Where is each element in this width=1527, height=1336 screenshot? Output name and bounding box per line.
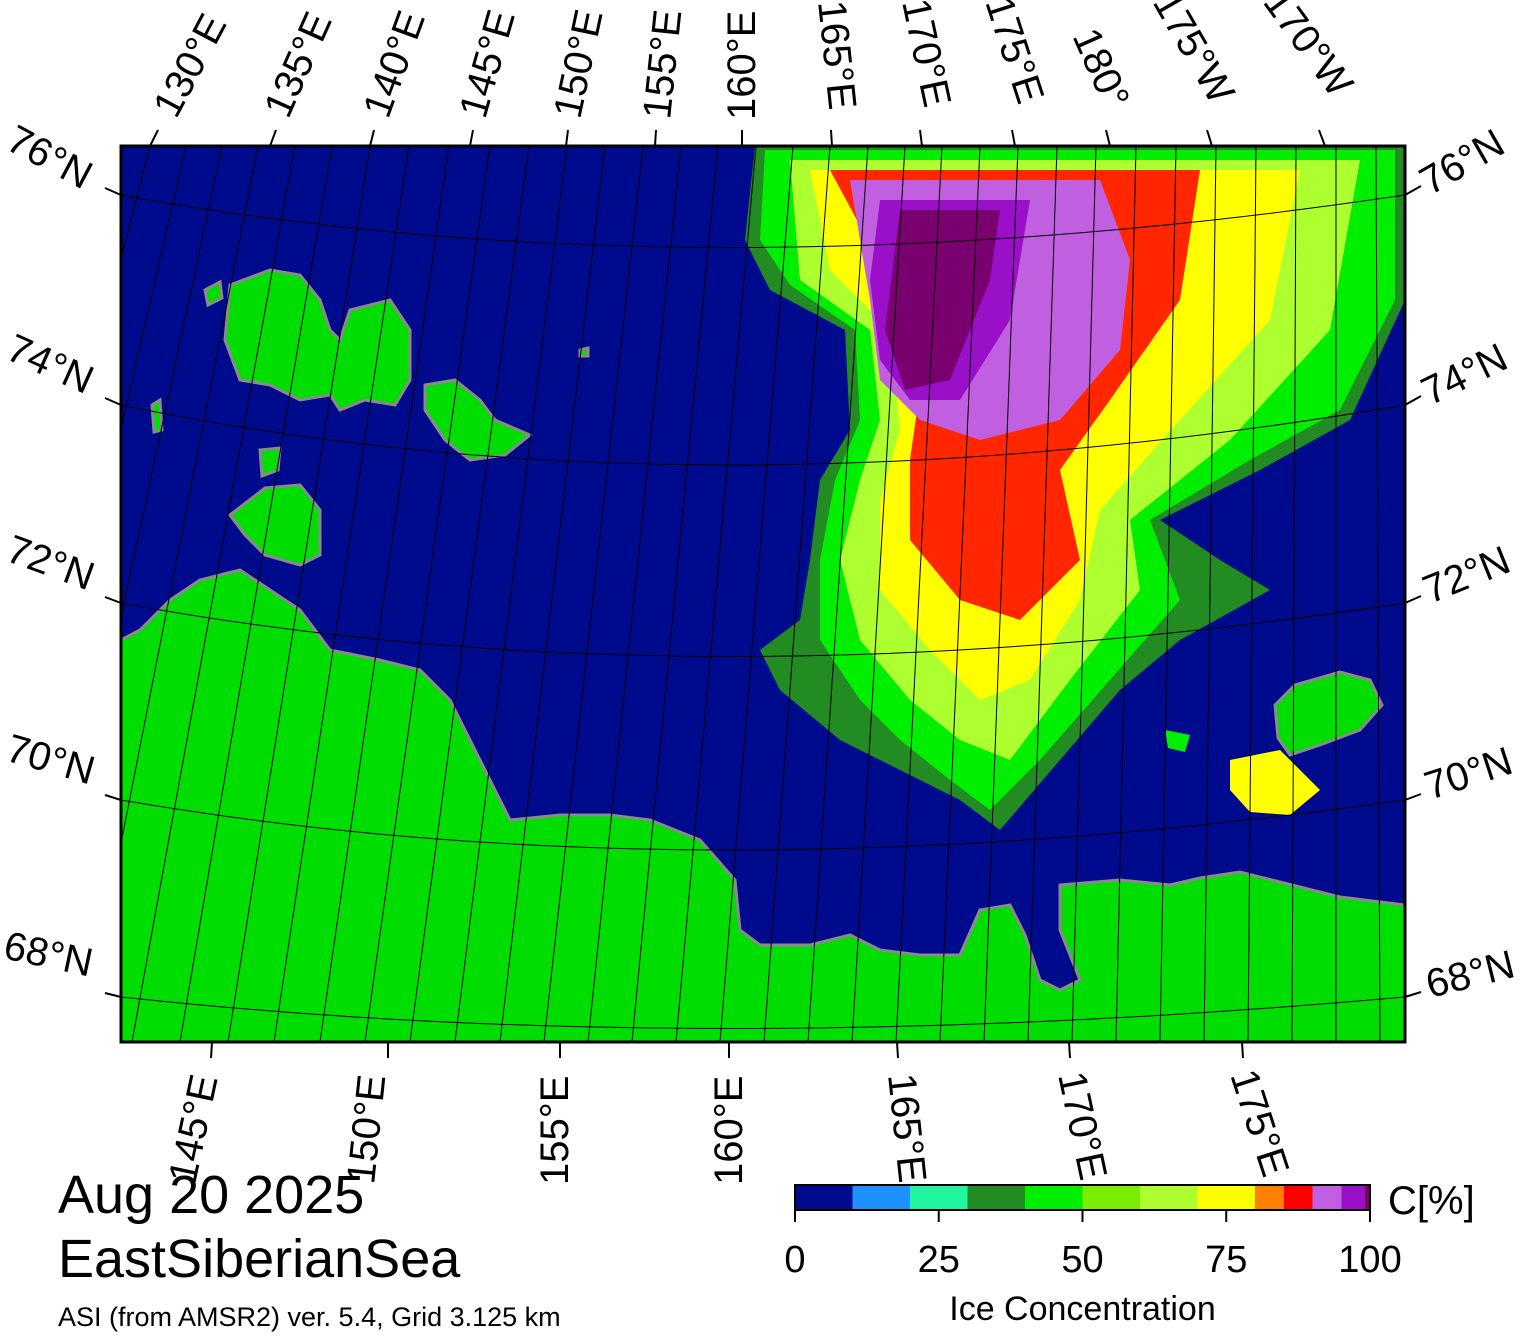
sea-ice-field xyxy=(745,146,1405,830)
left-lat-label: 74°N xyxy=(0,326,100,403)
kotelny-island xyxy=(223,268,412,412)
bottom-lon-label: 160°E xyxy=(707,1076,751,1185)
colorbar-tick-label: 25 xyxy=(918,1239,960,1281)
top-lon-label: 130°E xyxy=(145,7,235,124)
new-siberia-island xyxy=(423,378,533,462)
wrangel-island xyxy=(1273,670,1384,757)
land-masses xyxy=(121,268,1405,1042)
map-frame xyxy=(119,144,1407,1044)
colorbar-ticks xyxy=(794,1210,1371,1222)
top-longitude-labels: 130°E 135°E 140°E 145°E 150°E 155°E 160°… xyxy=(145,0,1361,124)
top-lon-label: 170°W xyxy=(1255,0,1362,105)
colorbar-cell xyxy=(1364,1185,1370,1210)
bottom-lon-label: 165°E xyxy=(879,1071,934,1184)
stolbovoy-island xyxy=(258,446,282,479)
siberian-mainland xyxy=(121,568,1405,1042)
top-lon-label: 175°W xyxy=(1144,0,1242,111)
top-lon-label: 150°E xyxy=(546,6,612,122)
latitude-lines xyxy=(121,194,1405,1029)
data-source: ASI (from AMSR2) ver. 5.4, Grid 3.125 km xyxy=(58,1302,561,1332)
top-lon-label: 140°E xyxy=(355,5,434,123)
colorbar-cell xyxy=(1255,1185,1284,1210)
right-lat-label: 72°N xyxy=(1417,538,1516,612)
left-lat-label: 72°N xyxy=(1,527,100,599)
region-name: EastSiberianSea xyxy=(58,1229,461,1289)
colorbar-cell xyxy=(1197,1185,1255,1210)
colorbar: 0 25 50 75 100 C[%] Ice Concentration xyxy=(784,1179,1474,1328)
top-lon-label: 180° xyxy=(1064,22,1138,115)
right-lat-label: 74°N xyxy=(1415,335,1515,414)
colorbar-cell xyxy=(910,1185,968,1210)
top-ticks xyxy=(149,129,1326,147)
longitude-lines xyxy=(121,146,1381,1042)
top-lon-label: 155°E xyxy=(635,8,690,121)
top-lon-label: 135°E xyxy=(256,6,341,124)
bottom-lon-label: 155°E xyxy=(533,1076,577,1185)
left-lat-label: 68°N xyxy=(0,924,97,986)
small-islet xyxy=(578,346,590,358)
side-ticks xyxy=(104,185,1422,998)
top-lon-label: 175°E xyxy=(976,0,1052,109)
left-lat-label: 76°N xyxy=(0,117,99,198)
bottom-lon-label: 170°E xyxy=(1049,1068,1115,1184)
colorbar-cell xyxy=(1082,1185,1140,1210)
colorbar-tick-label: 75 xyxy=(1205,1239,1247,1281)
bottom-lon-label: 175°E xyxy=(1221,1064,1297,1182)
bolshoy-lyakhovsky-island xyxy=(227,483,322,567)
colorbar-cell xyxy=(1341,1185,1365,1210)
map-date: Aug 20 2025 xyxy=(58,1165,365,1225)
top-lon-label: 160°E xyxy=(720,11,764,120)
bennett-island xyxy=(203,279,224,308)
right-latitude-labels: 76°N 74°N 72°N 70°N 68°N xyxy=(1413,121,1519,1007)
top-lon-label: 145°E xyxy=(451,5,523,122)
small-island xyxy=(150,397,164,434)
bottom-ticks xyxy=(210,1041,1244,1059)
right-lat-label: 76°N xyxy=(1413,121,1512,204)
colorbar-cell xyxy=(852,1185,910,1210)
colorbar-cells xyxy=(795,1185,1370,1210)
colorbar-cell xyxy=(795,1185,853,1210)
right-lat-label: 68°N xyxy=(1422,942,1519,1006)
colorbar-cell xyxy=(1140,1185,1198,1210)
top-lon-label: 165°E xyxy=(809,0,864,112)
right-lat-label: 70°N xyxy=(1419,739,1518,808)
left-latitude-labels: 76°N 74°N 72°N 70°N 68°N xyxy=(0,117,100,985)
colorbar-cell xyxy=(1283,1185,1313,1210)
top-lon-label: 170°E xyxy=(893,0,959,111)
colorbar-title: Ice Concentration xyxy=(949,1290,1216,1328)
colorbar-tick-label: 0 xyxy=(784,1239,805,1281)
colorbar-cell xyxy=(1025,1185,1083,1210)
colorbar-cell xyxy=(967,1185,1025,1210)
left-lat-label: 70°N xyxy=(2,726,100,793)
colorbar-unit: C[%] xyxy=(1388,1179,1475,1223)
colorbar-cell xyxy=(1312,1185,1342,1210)
colorbar-tick-label: 100 xyxy=(1338,1239,1401,1281)
colorbar-tick-label: 50 xyxy=(1061,1239,1103,1281)
